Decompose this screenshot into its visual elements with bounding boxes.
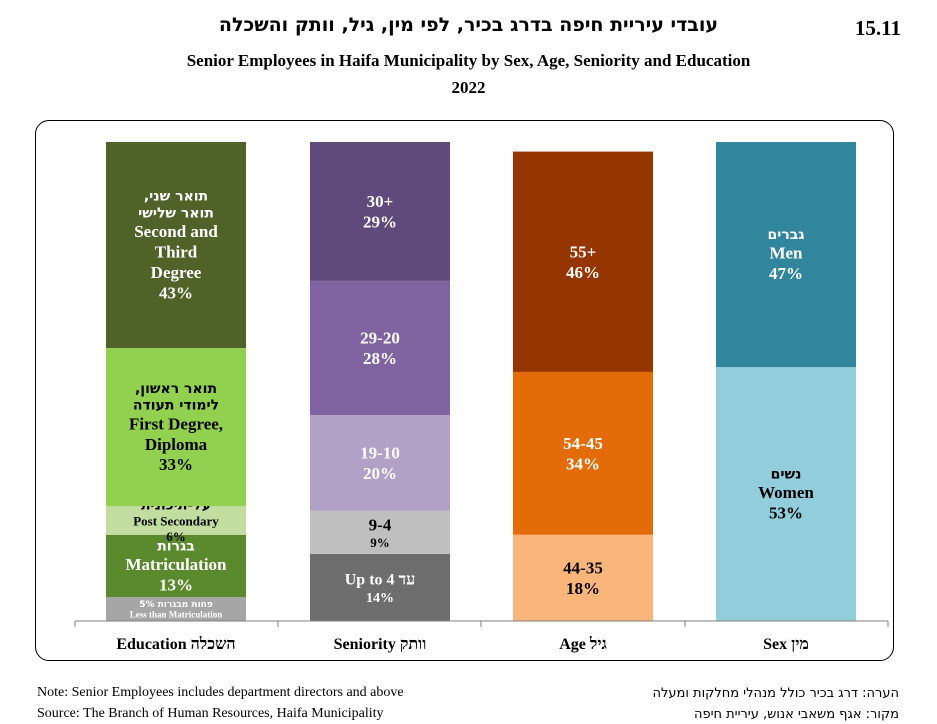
bar-segment-sex-0 — [716, 367, 856, 621]
bar-label-education-1-2: 13% — [159, 575, 193, 594]
bar-label-education-2-1: Post Secondary — [133, 514, 219, 529]
bar-label-sex-0-1: Women — [758, 483, 814, 502]
bar-label-seniority-0-1: 14% — [366, 591, 394, 606]
bar-label-age-2-0: 55+ — [570, 243, 597, 262]
chart-title-hebrew: עובדי עיריית חיפה בדרג בכיר, לפי מין, גי… — [218, 14, 719, 36]
bar-label-sex-0-0: נשים — [771, 467, 802, 483]
bar-label-education-4-0: תואר שני, — [144, 189, 208, 205]
bar-segment-education-3 — [106, 347, 246, 507]
bar-segment-seniority-4 — [310, 142, 450, 281]
chart-year: 2022 — [451, 78, 486, 97]
bar-label-education-4-3: Third — [155, 243, 198, 262]
bar-segment-seniority-3 — [310, 280, 450, 416]
bar-segment-sex-1 — [716, 142, 856, 368]
bar-label-education-1-1: Matriculation — [125, 555, 227, 574]
bar-label-sex-1-0: גברים — [767, 227, 804, 243]
footer-note-en: Note: Senior Employees includes departme… — [37, 685, 404, 700]
bar-label-seniority-4-0: 30+ — [367, 192, 394, 211]
x-tick-label-seniority: Seniority וותק — [334, 636, 427, 653]
bar-label-education-1-0: בגרות — [157, 538, 195, 554]
footer-source-he: מקור: אגף משאבי אנוש, עיריית חיפה — [693, 707, 899, 722]
bar-label-seniority-3-0: 29-20 — [360, 329, 400, 348]
bar-segment-education-0 — [106, 597, 246, 621]
bar-label-age-1-1: 34% — [566, 455, 600, 474]
bar-label-seniority-2-0: 19-10 — [360, 444, 400, 463]
bar-label-seniority-1-0: 9-4 — [369, 516, 392, 535]
bar-label-sex-1-2: 47% — [769, 264, 803, 283]
bar-label-sex-1-1: Men — [769, 244, 803, 263]
bar-label-age-0-0: 44-35 — [563, 559, 603, 578]
bar-segment-seniority-0 — [310, 553, 450, 621]
bar-label-seniority-1-1: 9% — [370, 535, 390, 550]
bar-label-education-4-1: תואר שלישי — [138, 205, 214, 221]
bar-label-education-3-1: לימודי תעודה — [133, 398, 219, 414]
chart-title-english: Senior Employees in Haifa Municipality b… — [186, 51, 751, 70]
bar-label-education-3-4: 33% — [159, 455, 193, 474]
bar-label-education-4-4: Degree — [151, 263, 202, 282]
bar-segment-education-1 — [106, 534, 246, 598]
bar-segment-age-2 — [513, 151, 653, 372]
footer-source-en: Source: The Branch of Human Resources, H… — [37, 706, 384, 721]
bar-label-education-3-2: First Degree, — [129, 414, 223, 433]
bar-label-education-3-0: תואר ראשון, — [135, 381, 217, 397]
bar-label-seniority-0-0: Up to 4 עד — [345, 572, 416, 589]
bar-segment-seniority-2 — [310, 415, 450, 511]
bar-segment-age-0 — [513, 534, 653, 621]
bar-label-education-4-5: 43% — [159, 283, 193, 302]
x-tick-label-age: Age גיל — [559, 635, 607, 653]
bar-label-age-2-1: 46% — [566, 263, 600, 282]
bar-label-age-0-1: 18% — [566, 579, 600, 598]
bar-segment-seniority-1 — [310, 510, 450, 554]
bar-label-sex-0-2: 53% — [769, 504, 803, 523]
x-tick-label-sex: Sex מין — [763, 636, 809, 653]
bar-label-age-1-0: 54-45 — [563, 434, 603, 453]
bar-segment-education-2 — [106, 506, 246, 535]
bar-label-education-0-0: פחות מבגרות 5% — [139, 600, 213, 610]
footer-note-he: הערה: דרג בכיר כולל מנהלי מחלקות ומעלה — [652, 686, 900, 701]
chart-number: 15.11 — [854, 16, 901, 40]
bar-label-education-0-1: Less than Matriculation — [130, 610, 223, 620]
x-tick-label-education: Education השכלה — [116, 635, 235, 653]
bar-label-education-3-3: Diploma — [145, 435, 208, 454]
bar-label-seniority-3-1: 28% — [363, 349, 397, 368]
bar-label-seniority-2-1: 20% — [363, 464, 397, 483]
bar-segment-age-1 — [513, 371, 653, 535]
bar-label-seniority-4-1: 29% — [363, 213, 397, 232]
bar-label-education-4-2: Second and — [134, 222, 218, 241]
bar-segment-education-4 — [106, 142, 246, 348]
bar-label-education-2-2: 6% — [166, 529, 186, 544]
chart-frame — [35, 120, 894, 661]
